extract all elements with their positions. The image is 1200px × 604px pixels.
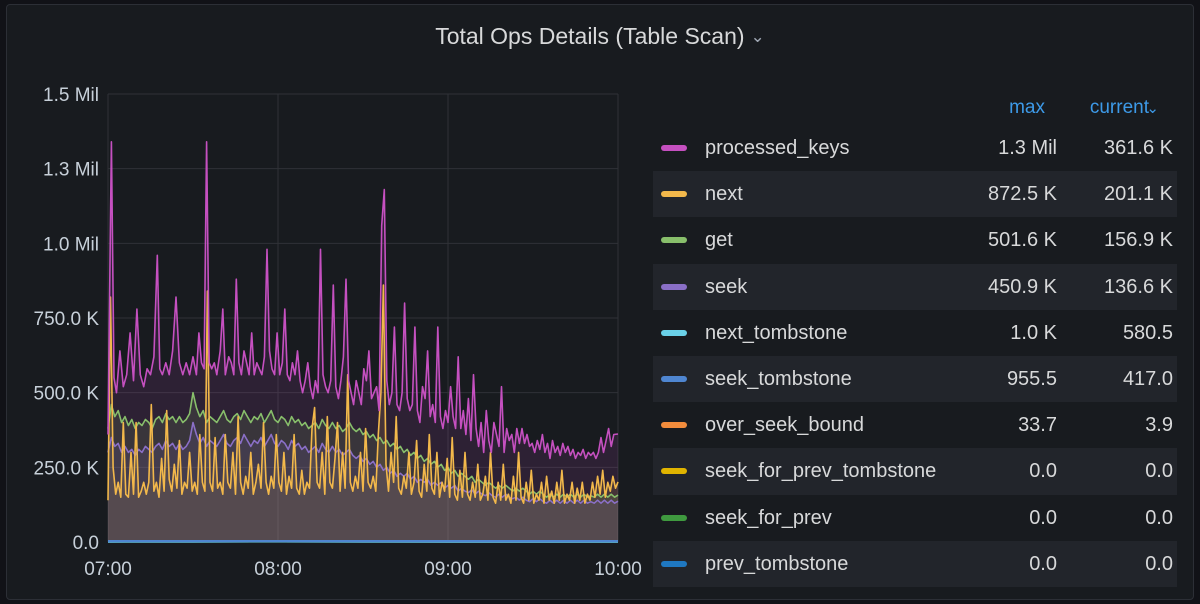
legend-max-value: 450.9 K (988, 275, 1057, 298)
legend: max current ⌄ processed_keys 1.3 Mil 361.6… (653, 93, 1177, 587)
legend-header-max[interactable]: max (1009, 97, 1045, 118)
legend-rows: processed_keys 1.3 Mil 361.6 K next 872.5 K 2… (653, 125, 1177, 587)
legend-swatch[interactable] (661, 283, 687, 290)
legend-series-name[interactable]: next_tombstone (705, 321, 848, 344)
legend-current-value: 3.9 (1145, 414, 1173, 437)
legend-series-name[interactable]: processed_keys (705, 137, 850, 159)
legend-max-value: 0.0 (1029, 552, 1057, 575)
legend-row[interactable]: seek 450.9 K 136.6 K (653, 263, 1177, 310)
legend-swatch[interactable] (661, 560, 687, 567)
legend-max-value: 0.0 (1029, 506, 1057, 529)
chevron-down-icon[interactable]: ⌄ (750, 27, 765, 46)
legend-row[interactable]: next_tombstone 1.0 K 580.5 (653, 310, 1177, 356)
legend-current-value: 0.0 (1145, 460, 1173, 483)
legend-current-value: 361.6 K (1104, 137, 1173, 159)
y-tick-label: 250.0 K (34, 458, 100, 479)
panel-title[interactable]: Total Ops Details (Table Scan) ⌄ (7, 23, 1193, 50)
y-tick-label: 1.3 Mil (43, 160, 99, 181)
line-chart: 0.0 250.0 K 500.0 K 750.0 K 1.0 Mil 1.3 Mil 1.… (34, 85, 642, 580)
legend-max-value: 1.0 K (1010, 321, 1057, 344)
legend-max-value: 33.7 (1018, 414, 1057, 437)
legend-header: max current ⌄ (653, 93, 1177, 125)
x-tick-label: 07:00 (84, 559, 132, 580)
legend-swatch[interactable] (661, 422, 687, 429)
legend-max-value: 872.5 K (988, 183, 1057, 206)
legend-series-name[interactable]: over_seek_bound (705, 414, 865, 437)
legend-row[interactable]: get 501.6 K 156.9 K (653, 217, 1177, 263)
legend-series-name[interactable]: seek_for_prev (705, 506, 832, 529)
legend-row[interactable]: seek_tombstone 955.5 417.0 (653, 355, 1177, 403)
legend-row[interactable]: next 872.5 K 201.1 K (653, 171, 1177, 218)
legend-series-name[interactable]: next (705, 183, 743, 206)
y-tick-label: 750.0 K (34, 309, 100, 330)
series-area-processed_keys (108, 141, 618, 543)
legend-current-value: 201.1 K (1104, 183, 1173, 206)
legend-row[interactable]: seek_for_prev_tombstone 0.0 0.0 (653, 448, 1177, 495)
legend-series-name[interactable]: seek_tombstone (705, 367, 852, 390)
legend-swatch[interactable] (661, 191, 687, 198)
legend-row[interactable]: seek_for_prev 0.0 0.0 (653, 495, 1177, 541)
legend-max-value: 0.0 (1029, 460, 1057, 483)
legend-max-value: 501.6 K (988, 229, 1057, 252)
legend-row[interactable]: over_seek_bound 33.7 3.9 (653, 402, 1177, 448)
y-tick-label: 500.0 K (34, 384, 100, 405)
y-tick-label: 0.0 (73, 533, 99, 554)
x-tick-label: 08:00 (254, 559, 302, 580)
legend-series-name[interactable]: get (705, 229, 733, 252)
legend-max-value: 955.5 (1006, 367, 1057, 390)
chart-panel: Total Ops Details (Table Scan) ⌄ 0.0 250.0… (6, 4, 1194, 600)
series-area-get (108, 392, 618, 542)
chevron-down-icon[interactable]: ⌄ (1146, 100, 1159, 117)
legend-current-value: 0.0 (1145, 552, 1173, 575)
legend-swatch[interactable] (661, 329, 687, 336)
legend-swatch[interactable] (661, 145, 687, 151)
legend-header-current[interactable]: current (1089, 97, 1149, 118)
legend-row[interactable]: prev_tombstone 0.0 0.0 (653, 540, 1177, 587)
x-tick-label: 10:00 (594, 559, 642, 580)
legend-max-value: 1.3 Mil (998, 137, 1057, 159)
legend-swatch[interactable] (661, 375, 687, 382)
series-line-processed_keys[interactable] (107, 141, 619, 460)
y-tick-label: 1.5 Mil (43, 85, 99, 106)
legend-current-value: 0.0 (1145, 506, 1173, 529)
legend-current-value: 156.9 K (1104, 229, 1173, 252)
legend-swatch[interactable] (661, 237, 687, 244)
legend-series-name[interactable]: seek (705, 275, 748, 298)
legend-current-value: 136.6 K (1104, 275, 1173, 298)
legend-current-value: 417.0 (1122, 367, 1173, 390)
x-tick-label: 09:00 (424, 559, 472, 580)
y-tick-label: 1.0 Mil (43, 234, 99, 255)
legend-series-name[interactable]: seek_for_prev_tombstone (705, 460, 937, 483)
legend-swatch[interactable] (661, 468, 687, 475)
series-area-next (108, 285, 618, 542)
legend-current-value: 580.5 (1122, 321, 1173, 344)
legend-row[interactable]: processed_keys 1.3 Mil 361.6 K (653, 125, 1177, 171)
legend-swatch[interactable] (661, 514, 687, 521)
legend-series-name[interactable]: prev_tombstone (705, 552, 849, 575)
panel-title-text[interactable]: Total Ops Details (Table Scan) (435, 23, 745, 49)
series-line-next[interactable] (107, 284, 619, 504)
